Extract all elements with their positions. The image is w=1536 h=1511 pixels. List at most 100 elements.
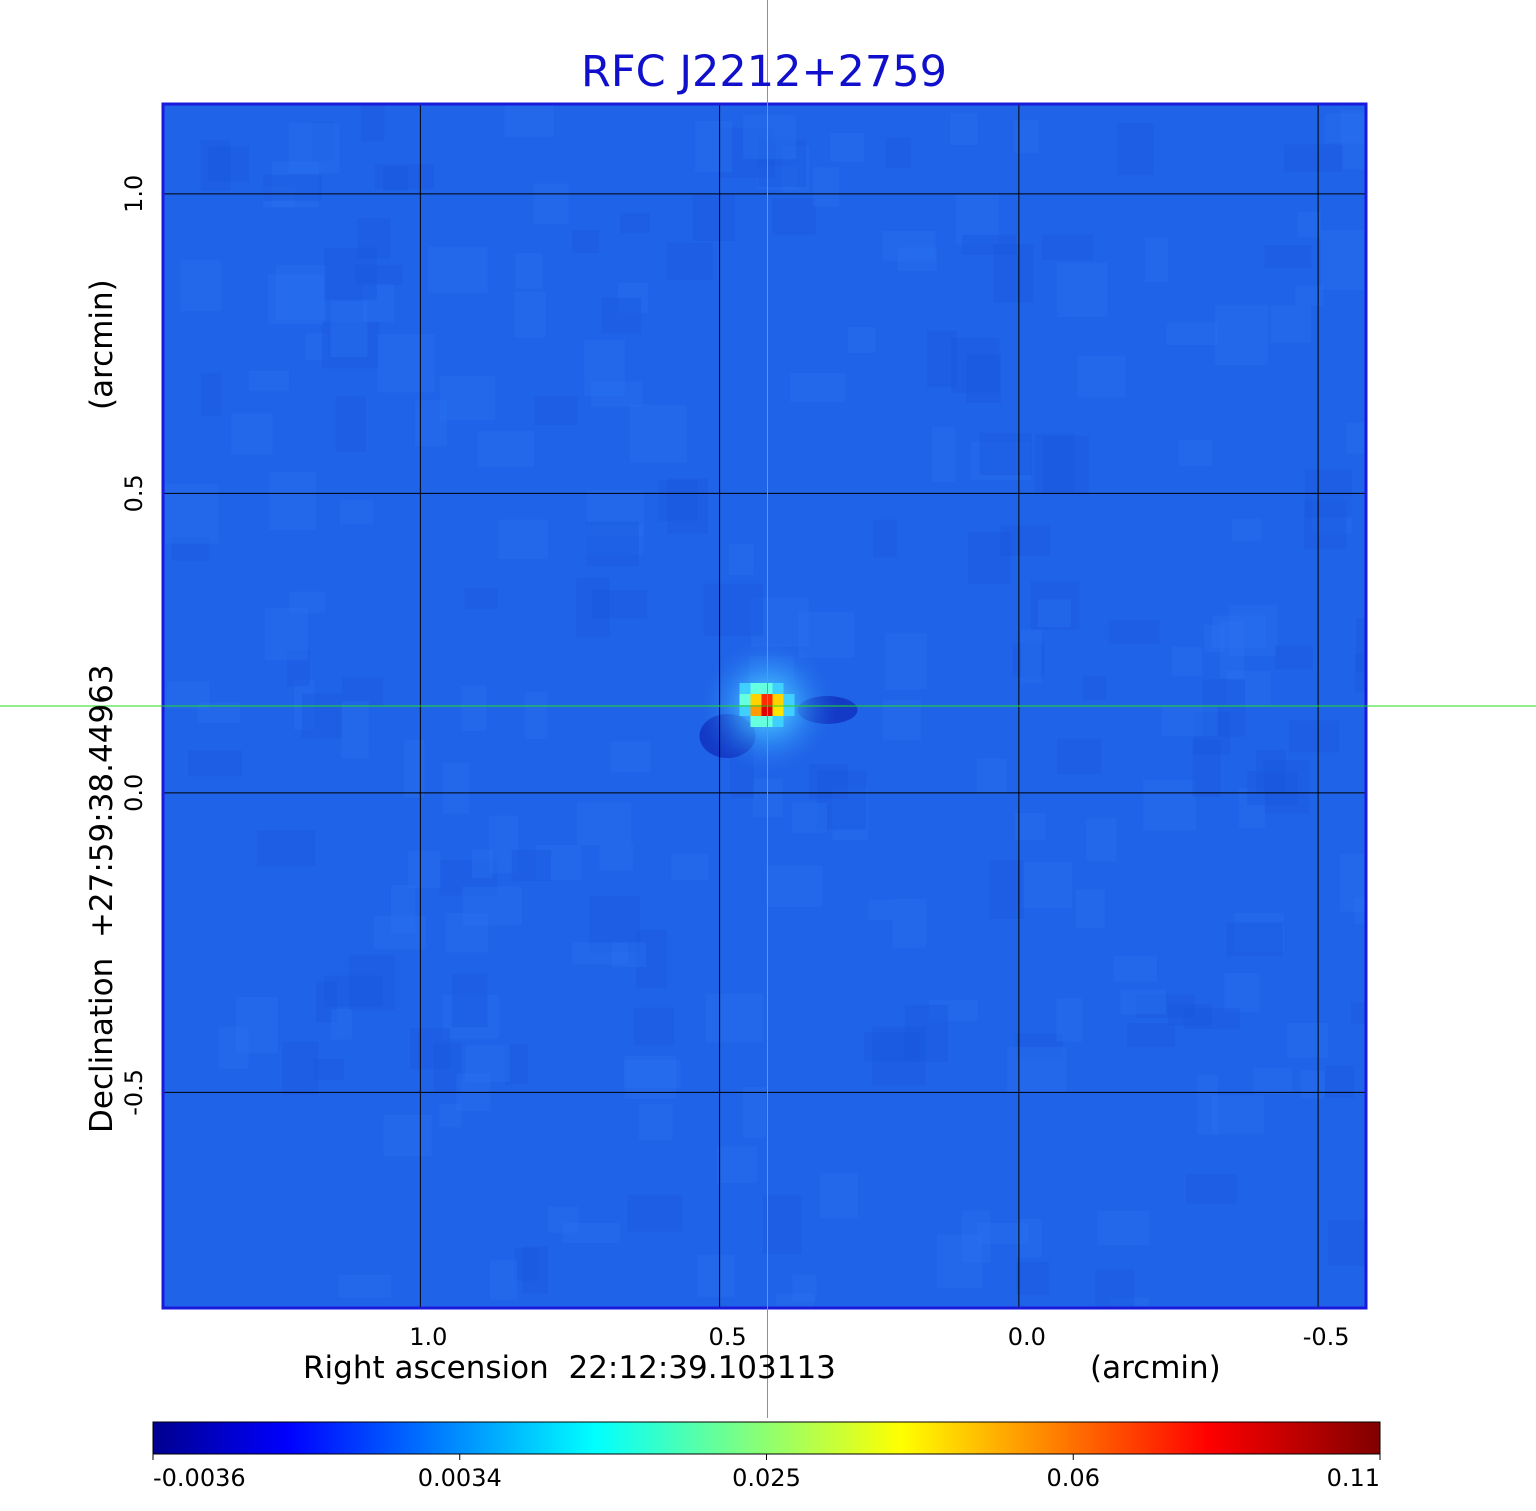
texture-patch <box>993 244 1034 303</box>
texture-patch <box>882 231 936 261</box>
texture-patch <box>620 212 650 234</box>
texture-patch <box>363 282 395 323</box>
texture-patch <box>533 183 569 224</box>
texture-patch <box>1204 624 1225 653</box>
texture-patch <box>374 164 434 190</box>
texture-patch <box>1255 750 1286 794</box>
colorbar: -0.0036 0.0034 0.025 0.06 0.11 <box>152 1421 1381 1492</box>
texture-patch <box>873 519 897 558</box>
texture-patch <box>442 762 469 814</box>
texture-patch <box>282 1041 319 1095</box>
texture-patch <box>633 1007 674 1046</box>
texture-patch <box>1075 890 1105 929</box>
texture-patch <box>1015 1261 1050 1296</box>
texture-patch <box>1286 1022 1329 1058</box>
texture-patch <box>208 146 249 182</box>
colorbar-tick-label: -0.0036 <box>153 1464 246 1492</box>
texture-patch <box>1324 113 1366 144</box>
texture-patch <box>1171 646 1203 677</box>
texture-patch <box>1086 818 1117 862</box>
texture-patch <box>1035 433 1075 493</box>
texture-patch <box>355 264 403 285</box>
texture-patch <box>599 844 634 871</box>
texture-patch <box>667 478 708 534</box>
texture-patch <box>1127 1023 1176 1048</box>
texture-patch <box>166 681 210 710</box>
texture-patch <box>962 234 1017 255</box>
texture-patch <box>200 140 231 191</box>
texture-patch <box>1301 1070 1325 1099</box>
texture-patch <box>590 381 643 407</box>
texture-patch <box>1297 211 1321 238</box>
texture-patch <box>692 194 735 241</box>
texture-patch <box>464 588 498 610</box>
texture-patch <box>263 174 322 201</box>
texture-patch <box>451 973 488 1028</box>
texture-patch <box>627 1194 683 1232</box>
texture-patch <box>312 122 334 162</box>
texture-patch <box>477 430 534 468</box>
coordinate-grid <box>163 104 1366 1308</box>
texture-patch <box>433 1043 462 1093</box>
texture-patch <box>864 1032 920 1062</box>
texture-patch <box>586 521 639 567</box>
texture-patch <box>439 860 498 896</box>
source-pixel <box>750 694 762 705</box>
colorbar-tick-label: 0.0034 <box>418 1464 502 1492</box>
texture-patch <box>335 396 366 452</box>
texture-patch <box>324 247 377 300</box>
x-tick-label: -0.5 <box>1303 1323 1350 1351</box>
texture-patch <box>462 886 523 926</box>
texture-patch <box>443 994 500 1039</box>
texture-patch <box>1021 862 1073 909</box>
texture-patch <box>383 1115 432 1157</box>
texture-patch <box>1041 234 1093 261</box>
texture-patch <box>591 590 647 619</box>
texture-patch <box>1303 500 1347 549</box>
texture-patch <box>515 252 543 289</box>
texture-patch <box>716 1146 757 1184</box>
texture-patch <box>1043 435 1089 495</box>
texture-patch <box>576 577 610 638</box>
source-pixel <box>772 705 784 716</box>
texture-patch <box>703 583 764 636</box>
texture-patch <box>534 396 578 425</box>
texture-patch <box>1136 994 1195 1018</box>
texture-patch <box>1110 1297 1150 1308</box>
texture-patch <box>695 120 733 173</box>
texture-patch <box>928 1000 978 1021</box>
source-pixel <box>739 683 751 694</box>
texture-patch <box>197 702 240 724</box>
texture-patch <box>638 1103 673 1141</box>
texture-patch <box>1212 1095 1265 1134</box>
colorbar-tick-label: 0.11 <box>1327 1464 1380 1492</box>
source-pixel <box>772 694 784 705</box>
texture-patch <box>171 537 210 561</box>
texture-patch <box>563 1222 621 1244</box>
texture-patch <box>269 471 317 530</box>
texture-patch <box>524 692 548 740</box>
x-tick-label: 1.0 <box>409 1323 447 1351</box>
texture-patch <box>816 770 867 830</box>
texture-patch <box>313 1059 345 1081</box>
texture-patch <box>950 113 978 146</box>
texture-patch <box>1214 305 1269 366</box>
texture-patch <box>498 519 548 560</box>
texture-patch <box>1351 1002 1366 1024</box>
texture-patch <box>262 186 295 208</box>
texture-patch <box>348 955 396 1011</box>
texture-patch <box>511 849 552 881</box>
texture-patch <box>1017 1218 1042 1258</box>
texture-patch <box>1283 144 1343 172</box>
texture-patch <box>504 104 554 137</box>
texture-patch <box>522 1246 549 1294</box>
texture-patch <box>1325 1065 1355 1098</box>
texture-patch <box>461 685 487 731</box>
texture-patch <box>636 929 668 989</box>
texture-patch <box>572 942 628 965</box>
texture-patch <box>294 679 315 730</box>
texture-patch <box>357 218 391 259</box>
x-axis-label: Right ascension 22:12:39.103113 <box>303 1350 836 1386</box>
texture-patch <box>1166 322 1218 345</box>
